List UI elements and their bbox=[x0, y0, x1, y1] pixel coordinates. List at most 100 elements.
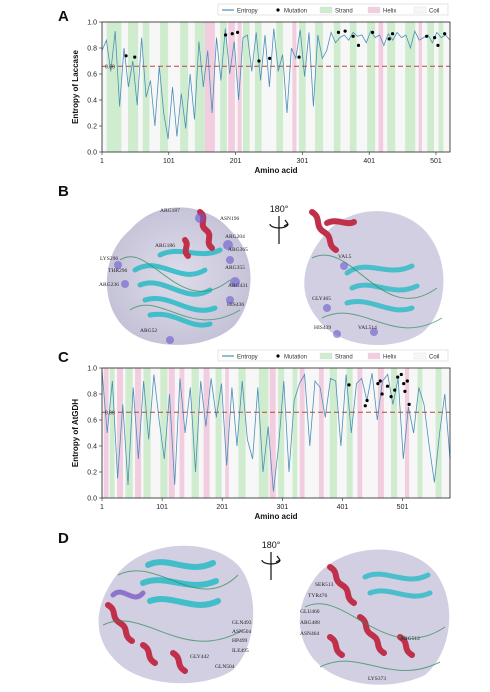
strand-band bbox=[238, 368, 246, 498]
strand-band bbox=[254, 22, 262, 152]
x-tick-label: 501 bbox=[430, 158, 442, 165]
residue-label: VAL514 bbox=[358, 325, 377, 331]
mutation-point bbox=[425, 34, 429, 38]
x-axis-label: Amino acid bbox=[254, 166, 297, 175]
residue-label: VAL5 bbox=[338, 254, 352, 260]
entropy-line bbox=[101, 370, 451, 492]
mutation-point bbox=[257, 59, 261, 63]
legend-region-swatch bbox=[413, 352, 427, 360]
residue-label: LYS296 bbox=[100, 256, 119, 262]
x-tick-label: 401 bbox=[363, 158, 375, 165]
rotation-label: 180° bbox=[261, 540, 281, 550]
mutation-point bbox=[402, 382, 406, 386]
laccase-back-render bbox=[304, 209, 444, 345]
strand-band bbox=[242, 22, 250, 152]
legend-mutation-swatch bbox=[276, 8, 280, 12]
panel-letter-c: C bbox=[58, 349, 69, 366]
helix-band bbox=[404, 368, 410, 498]
residue-label: GLN504 bbox=[215, 664, 235, 670]
legend-label: Mutation bbox=[284, 8, 307, 14]
mutation-point bbox=[405, 379, 409, 383]
strand-band bbox=[333, 22, 341, 152]
strand-band bbox=[258, 368, 269, 498]
strand-band bbox=[276, 22, 284, 152]
mutation-point bbox=[133, 55, 137, 59]
x-tick-label: 1 bbox=[100, 504, 104, 511]
mutation-point bbox=[370, 30, 375, 34]
strand-band bbox=[405, 22, 416, 152]
legend-region-swatch bbox=[413, 6, 427, 14]
residue-label: ILE495 bbox=[232, 648, 249, 654]
strand-band bbox=[109, 368, 115, 498]
mutation-point bbox=[407, 402, 411, 406]
strand-band bbox=[128, 22, 139, 152]
x-tick-label: 401 bbox=[337, 504, 349, 511]
mutation-point bbox=[443, 32, 447, 36]
mutation-point bbox=[389, 395, 393, 399]
strand-band bbox=[125, 368, 133, 498]
helix-band bbox=[318, 368, 324, 498]
residue-label: ARG52 bbox=[140, 328, 158, 334]
strand-band bbox=[346, 368, 353, 498]
legend-box bbox=[217, 3, 449, 16]
legend-label: Entropy bbox=[237, 8, 258, 14]
residue-label: HIS439 bbox=[314, 325, 332, 331]
strand-band bbox=[142, 22, 150, 152]
legend-label: Entropy bbox=[237, 354, 258, 360]
mutation-point bbox=[387, 37, 391, 41]
panel-letter-a: A bbox=[58, 8, 69, 25]
atgdh-entropy-chart: 0.66 0.0 0.2 0.4 0.6 0.8 1.0 1 101 201 301 401 501 Am… bbox=[71, 349, 451, 521]
x-tick-label: 101 bbox=[156, 504, 168, 511]
rotation-180-b: 180° bbox=[264, 204, 294, 246]
residue-label: ASN196 bbox=[220, 216, 240, 222]
mutation-point bbox=[351, 34, 355, 38]
x-tick-label: 301 bbox=[276, 504, 288, 511]
helix-band bbox=[418, 22, 422, 152]
residue-label: ARG236 bbox=[99, 282, 119, 288]
legend-label: Helix bbox=[383, 8, 396, 14]
strand-band bbox=[143, 368, 151, 498]
coil-background bbox=[102, 22, 450, 152]
x-tick-label: 201 bbox=[230, 158, 242, 165]
strand-band bbox=[315, 22, 324, 152]
y-tick-label: 0.4 bbox=[87, 98, 97, 105]
laccase-entropy-chart: 0.66 0.0 0.2 0.4 0.6 0.8 1.0 1 101 201 301 401 501 Am… bbox=[71, 3, 451, 175]
residue-label: LYS373 bbox=[368, 676, 387, 682]
y-tick-label: 1.0 bbox=[87, 20, 97, 27]
residue-label: GLU460 bbox=[300, 609, 320, 615]
mutation-point bbox=[385, 384, 390, 388]
residue-label: THR296 bbox=[108, 268, 128, 274]
y-axis-label: Entropy of AtGDH bbox=[71, 399, 80, 467]
y-tick-label: 0.8 bbox=[87, 46, 97, 53]
strand-band bbox=[194, 22, 205, 152]
x-tick-label: 301 bbox=[297, 158, 309, 165]
y-tick-label: 0.4 bbox=[87, 444, 97, 451]
plot-frame bbox=[101, 21, 451, 153]
y-tick-label: 1.0 bbox=[87, 366, 97, 373]
legend-label: Helix bbox=[383, 354, 396, 360]
helix-band bbox=[179, 368, 185, 498]
mutation-point bbox=[363, 404, 367, 408]
mutation-point bbox=[436, 43, 440, 48]
y-axis-label: Entropy of Laccase bbox=[71, 50, 80, 124]
threshold-label: 0.66 bbox=[105, 411, 115, 417]
mutation-point bbox=[399, 372, 403, 377]
residue-label: GLY465 bbox=[312, 296, 332, 302]
y-tick-label: 0.6 bbox=[87, 72, 97, 79]
residue-label: ARG355 bbox=[225, 265, 245, 271]
helix-band bbox=[269, 368, 276, 498]
legend-label: Mutation bbox=[284, 354, 307, 360]
legend-box bbox=[217, 349, 449, 362]
residue-label: GLY442 bbox=[190, 654, 210, 660]
mutation-point bbox=[356, 43, 361, 48]
strand-band bbox=[391, 368, 398, 498]
mutation-point bbox=[365, 398, 369, 403]
strand-band bbox=[220, 22, 227, 152]
helix-band bbox=[378, 22, 384, 152]
x-tick-label: 1 bbox=[100, 158, 104, 165]
legend-label: Coil bbox=[429, 354, 439, 360]
x-tick-label: 101 bbox=[163, 158, 175, 165]
panel-letter-d: D bbox=[58, 530, 69, 547]
legend-label: Coil bbox=[429, 8, 439, 14]
residue-label: ARG512 bbox=[400, 636, 420, 642]
